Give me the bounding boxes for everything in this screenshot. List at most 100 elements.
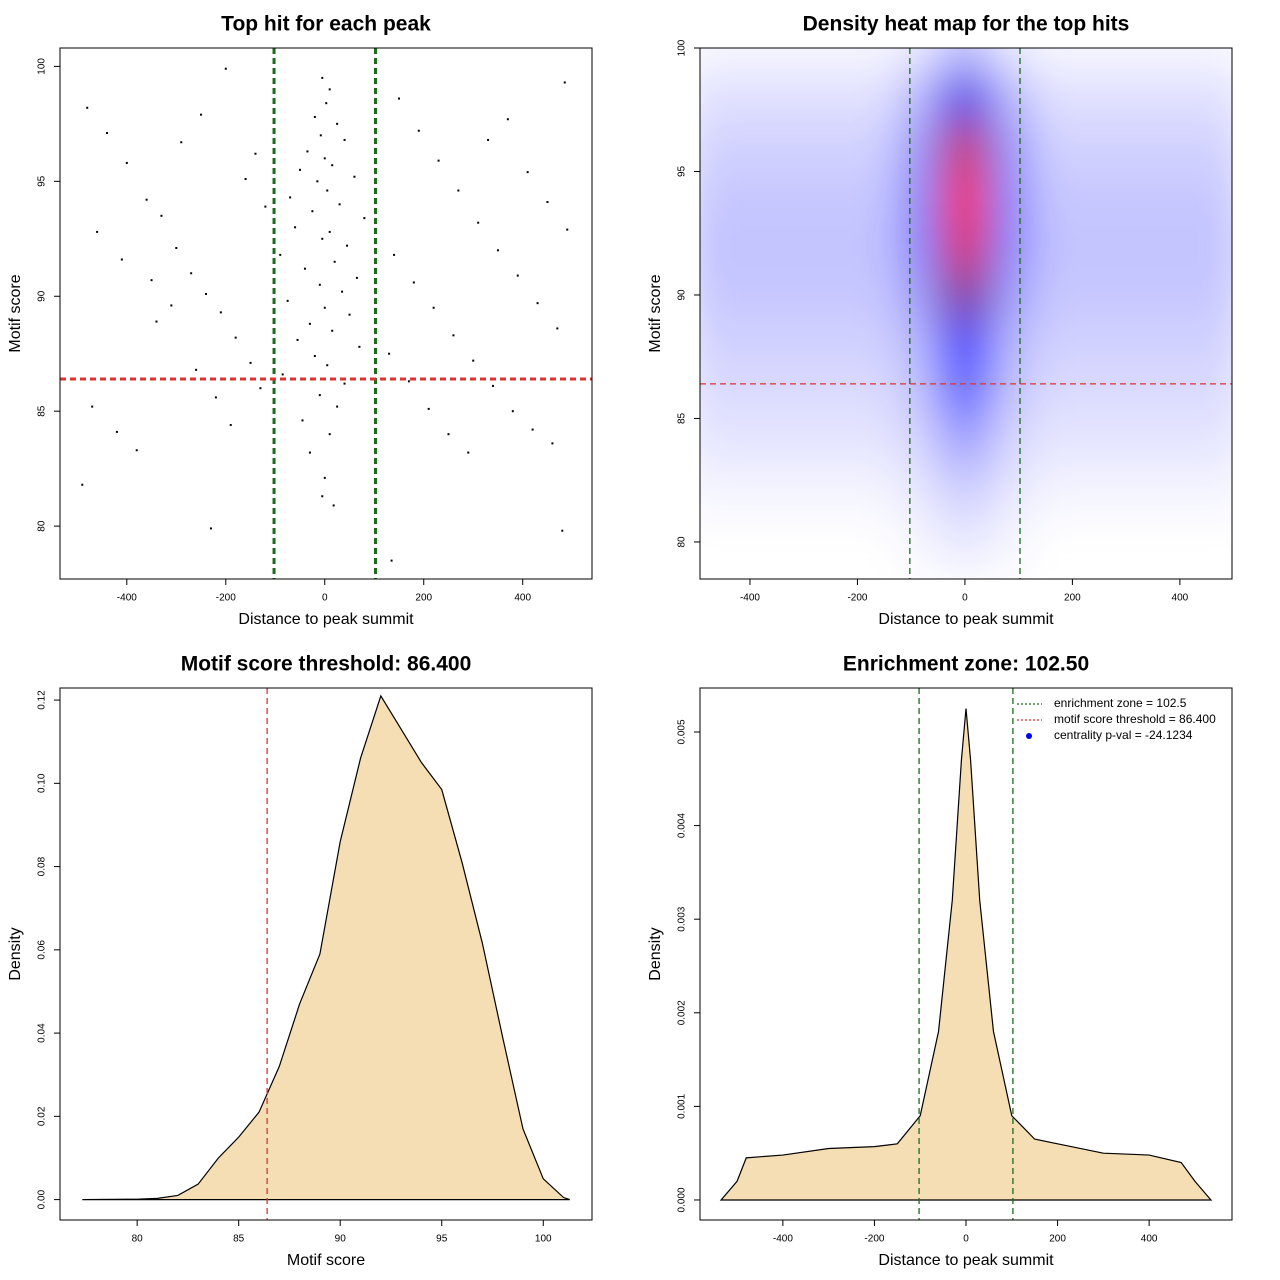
heat-cell [771,72,816,124]
point [432,306,435,309]
plot-frame [699,47,1233,580]
density-area [82,694,570,1201]
y-tick-label: 80 [37,520,48,532]
point [209,527,212,530]
y-tick-label: 0.003 [677,906,688,931]
heat-cell [1158,467,1203,519]
y-tick-label: 0.10 [37,773,48,793]
point [115,430,118,433]
point [341,290,344,293]
point [321,76,324,79]
x-axis-label: Distance to peak summit [878,1252,1054,1269]
heat-cell [900,270,945,321]
heat-cell [1029,319,1074,371]
point [264,205,267,208]
point [318,283,321,286]
point [106,132,109,135]
heat-cell [814,369,859,420]
point [328,88,331,91]
heat-cell [700,72,730,124]
heat-cell [986,418,1031,469]
legend-marker [1026,733,1032,739]
x-axis-label: Motif score [287,1252,365,1269]
heat-cell [1201,517,1232,568]
heat-cell [700,270,730,321]
point [452,334,455,337]
heat-cell [728,319,773,371]
point [219,311,222,314]
point [259,387,262,390]
heat-cell [700,319,730,371]
point [363,217,366,220]
point [536,302,539,305]
point [234,336,237,339]
point [417,129,420,132]
heat-cell [814,270,859,321]
heat-cell [1115,467,1160,519]
heat-cell [1201,220,1232,272]
heat-cell [814,319,859,371]
point [279,253,282,256]
heat-cell [771,418,816,469]
x-tick-label: -200 [864,1234,884,1245]
x-tick-label: -200 [216,593,236,604]
x-tick-label: 200 [1064,593,1081,604]
y-axis-label: Motif score [7,274,24,352]
point [467,451,470,454]
point [224,67,227,70]
heat-cell [1158,418,1203,469]
point [338,203,341,206]
point [326,364,329,367]
heat-cell [1072,319,1117,371]
y-tick-label: 80 [677,536,688,548]
point [319,134,322,137]
heat-cell [1072,171,1117,222]
heat-cell [857,48,902,74]
y-tick-label: 0.06 [37,940,48,960]
heat-cell [857,171,902,222]
x-tick-label: 80 [132,1234,144,1245]
point [91,405,94,408]
heat-cell [1072,220,1117,272]
point [516,274,519,277]
point [346,244,349,247]
y-tick-label: 0.002 [677,1000,688,1025]
x-axis-label: Distance to peak summit [878,611,1054,628]
heat-cell [1029,122,1074,173]
heat-cell [1072,517,1117,568]
heat-cell [857,270,902,321]
heat-cell [986,48,1031,74]
heat-cell [1115,319,1160,371]
x-tick-label: 100 [535,1234,552,1245]
point [332,504,335,507]
heat-cell [700,418,730,469]
y-tick-label: 0.004 [677,813,688,838]
point [86,106,89,109]
heat-cell [1158,122,1203,173]
point [566,228,569,231]
plot-frame [59,47,593,580]
x-tick-label: 90 [335,1234,347,1245]
heat-cell [700,171,730,222]
point [496,249,499,252]
heat-cell [857,369,902,420]
point [358,345,361,348]
point [301,419,304,422]
heat-cell [900,171,945,222]
heat-cell [900,122,945,173]
point [175,246,178,249]
y-tick-label: 90 [677,289,688,301]
x-tick-label: 400 [1172,593,1189,604]
legend-label: motif score threshold = 86.400 [1054,712,1216,726]
heat-cell [1029,418,1074,469]
heat-cell [1115,171,1160,222]
heat-cell [943,319,988,371]
density-area [719,708,1213,1201]
heat-cell [1158,319,1203,371]
x-tick-label: 0 [322,593,328,604]
heat-cell [814,517,859,568]
heat-cell [1115,122,1160,173]
heat-cell [728,467,773,519]
point [331,164,334,167]
heat-cell [1158,171,1203,222]
